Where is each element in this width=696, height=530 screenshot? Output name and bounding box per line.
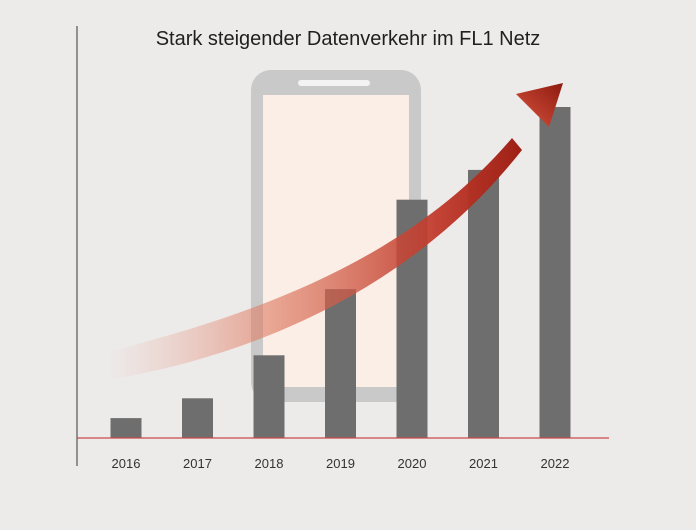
x-tick-label: 2016	[112, 456, 141, 471]
x-tick-label: 2020	[398, 456, 427, 471]
trend-arrow	[108, 83, 563, 380]
bar-2022	[539, 107, 571, 438]
trend-arrow-head	[516, 83, 563, 127]
x-tick-label: 2022	[541, 456, 570, 471]
bar-2021	[468, 169, 499, 438]
phone-speaker	[298, 80, 370, 86]
x-tick-label: 2019	[326, 456, 355, 471]
bar-2019	[325, 289, 356, 438]
x-tick-label: 2018	[255, 456, 284, 471]
x-tick-labels: 2016 2017 2018 2019 2020 2021 2022	[112, 456, 570, 471]
chart-title: Stark steigender Datenverkehr im FL1 Net…	[155, 28, 541, 50]
bar-2016	[110, 418, 142, 438]
x-tick-label: 2017	[183, 456, 212, 471]
trend-arrow-shaft	[108, 138, 522, 380]
bar-2017	[182, 398, 213, 438]
x-tick-label: 2021	[469, 456, 498, 471]
bar-2018	[253, 355, 285, 439]
